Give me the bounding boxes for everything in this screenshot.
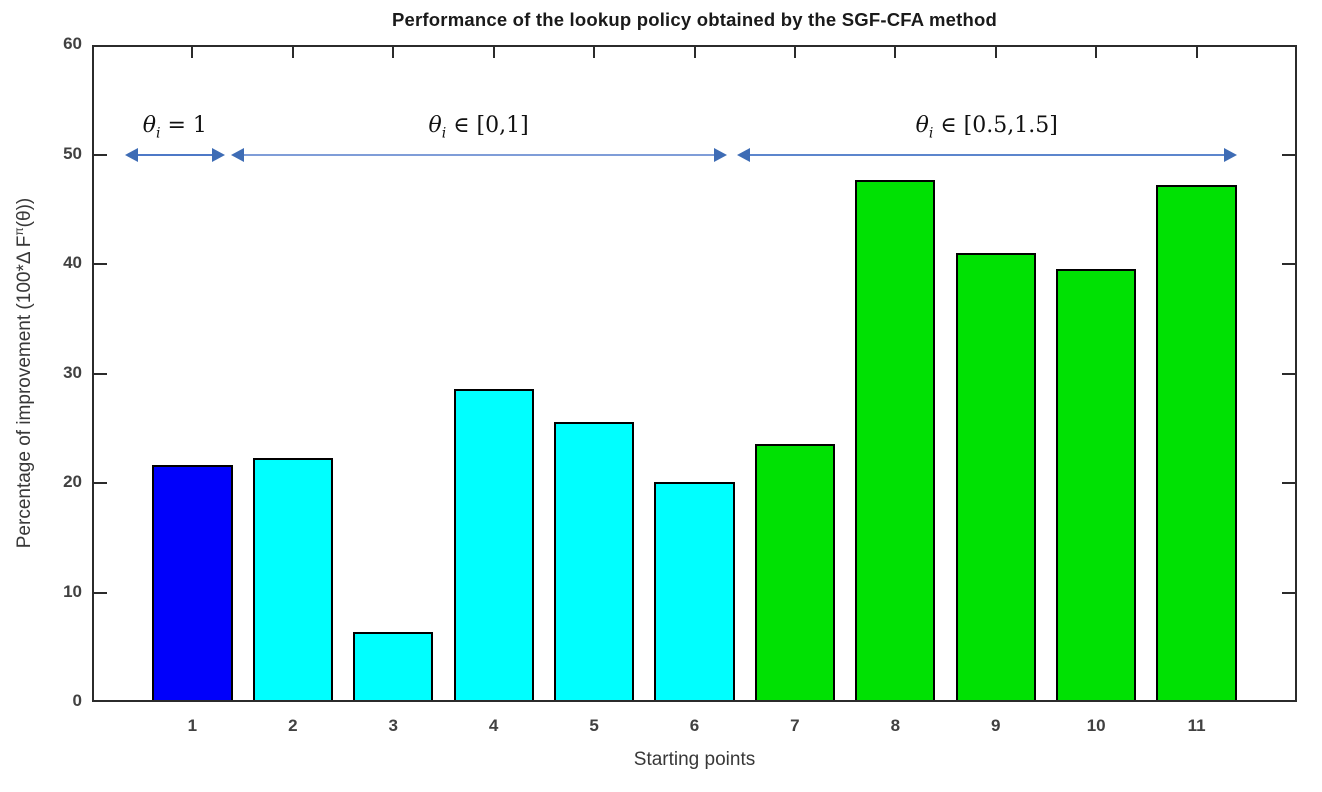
x-tick-mark-top <box>191 47 194 58</box>
x-tick-label: 6 <box>689 716 700 735</box>
x-axis-label: Starting points <box>633 749 756 770</box>
x-tick-mark-top <box>793 47 796 58</box>
y-axis-label-superscript: π <box>11 227 26 236</box>
bar-starting-point-2 <box>252 458 333 700</box>
annotation-label-2: θi ∈ [0,1] <box>429 113 529 141</box>
x-tick-mark-top <box>291 47 294 58</box>
y-tick-label: 50 <box>63 143 82 163</box>
y-tick-mark-left <box>94 372 107 375</box>
bar-starting-point-8 <box>855 179 936 700</box>
y-tick-mark-right <box>1282 263 1295 265</box>
x-tick-label: 2 <box>288 716 298 735</box>
y-tick-mark-left <box>94 153 107 156</box>
annotation-arrowhead-left-3 <box>736 147 750 162</box>
x-tick-label: 5 <box>589 716 599 735</box>
y-tick-label: 60 <box>63 34 82 53</box>
annotation-arrow-line-1 <box>136 153 214 156</box>
y-tick-label: 0 <box>72 691 82 710</box>
y-tick-mark-right <box>1282 482 1295 484</box>
y-tick-label: 40 <box>63 253 82 272</box>
theta-subscript: i <box>441 124 447 141</box>
bar-starting-point-5 <box>553 421 635 700</box>
bar-starting-point-11 <box>1156 185 1237 700</box>
bar-starting-point-3 <box>353 632 434 700</box>
y-tick-mark-left <box>94 263 107 265</box>
x-tick-label: 3 <box>388 716 398 735</box>
x-tick-label: 9 <box>991 716 1001 735</box>
annotation-arrowhead-left-1 <box>125 147 139 162</box>
y-tick-label: 10 <box>63 581 82 601</box>
x-tick-mark-top <box>492 47 495 58</box>
annotation-arrow-line-3 <box>747 153 1226 156</box>
x-tick-label: 11 <box>1187 716 1206 735</box>
x-tick-mark-top <box>392 47 395 58</box>
annotation-arrowhead-left-2 <box>230 147 244 162</box>
y-tick-mark-left <box>94 482 107 484</box>
x-tick-label: 4 <box>488 716 499 735</box>
x-tick-mark-top <box>693 47 696 58</box>
y-axis-label-prefix: Percentage of improvement (100*Δ F <box>14 235 36 549</box>
x-tick-mark-top <box>1095 47 1098 58</box>
x-tick-label: 8 <box>890 716 901 735</box>
annotation-arrow-line-2 <box>241 153 716 156</box>
y-axis-label: Percentage of improvement (100*Δ Fπ(θ)) <box>12 198 36 548</box>
annotation-relation-text: ∈ [0,1] <box>446 112 529 138</box>
theta-symbol: θ <box>428 112 442 138</box>
x-tick-mark-top <box>894 47 897 58</box>
annotation-relation-text: = 1 <box>160 112 207 138</box>
y-tick-label: 20 <box>63 472 82 491</box>
plot-area: θi = 1 θi ∈ [0,1] θi ∈ [0.5,1.5] <box>92 45 1297 702</box>
y-axis-label-suffix: (θ)) <box>14 197 36 228</box>
annotation-relation-text: ∈ [0.5,1.5] <box>933 112 1058 138</box>
theta-subscript: i <box>156 124 161 141</box>
bar-starting-point-10 <box>1056 268 1137 700</box>
y-tick-mark-right <box>1282 153 1295 156</box>
x-tick-label: 1 <box>187 716 198 735</box>
annotation-label-3: θi ∈ [0.5,1.5] <box>916 113 1058 141</box>
bar-starting-point-6 <box>654 482 735 700</box>
bar-starting-point-9 <box>955 253 1036 700</box>
y-tick-mark-left <box>94 591 107 594</box>
x-tick-label: 10 <box>1086 716 1106 735</box>
chart-title: Performance of the lookup policy obtaine… <box>392 9 997 30</box>
y-tick-mark-right <box>1282 372 1295 375</box>
annotation-arrowhead-right-2 <box>713 147 727 162</box>
bar-starting-point-1 <box>152 464 233 700</box>
annotation-arrowhead-right-1 <box>211 147 225 162</box>
theta-subscript: i <box>928 124 934 141</box>
bar-starting-point-7 <box>754 443 836 700</box>
theta-symbol: θ <box>915 112 929 138</box>
theta-symbol: θ <box>142 112 157 138</box>
annotation-label-1: θi = 1 <box>143 113 207 141</box>
x-tick-mark-top <box>1195 47 1198 58</box>
y-tick-label: 30 <box>63 362 82 382</box>
bar-starting-point-4 <box>453 389 534 700</box>
x-tick-mark-top <box>994 47 997 58</box>
x-tick-mark-top <box>593 47 596 58</box>
x-tick-label: 7 <box>790 716 800 735</box>
annotation-arrowhead-right-3 <box>1223 147 1237 162</box>
y-tick-mark-right <box>1282 591 1295 594</box>
